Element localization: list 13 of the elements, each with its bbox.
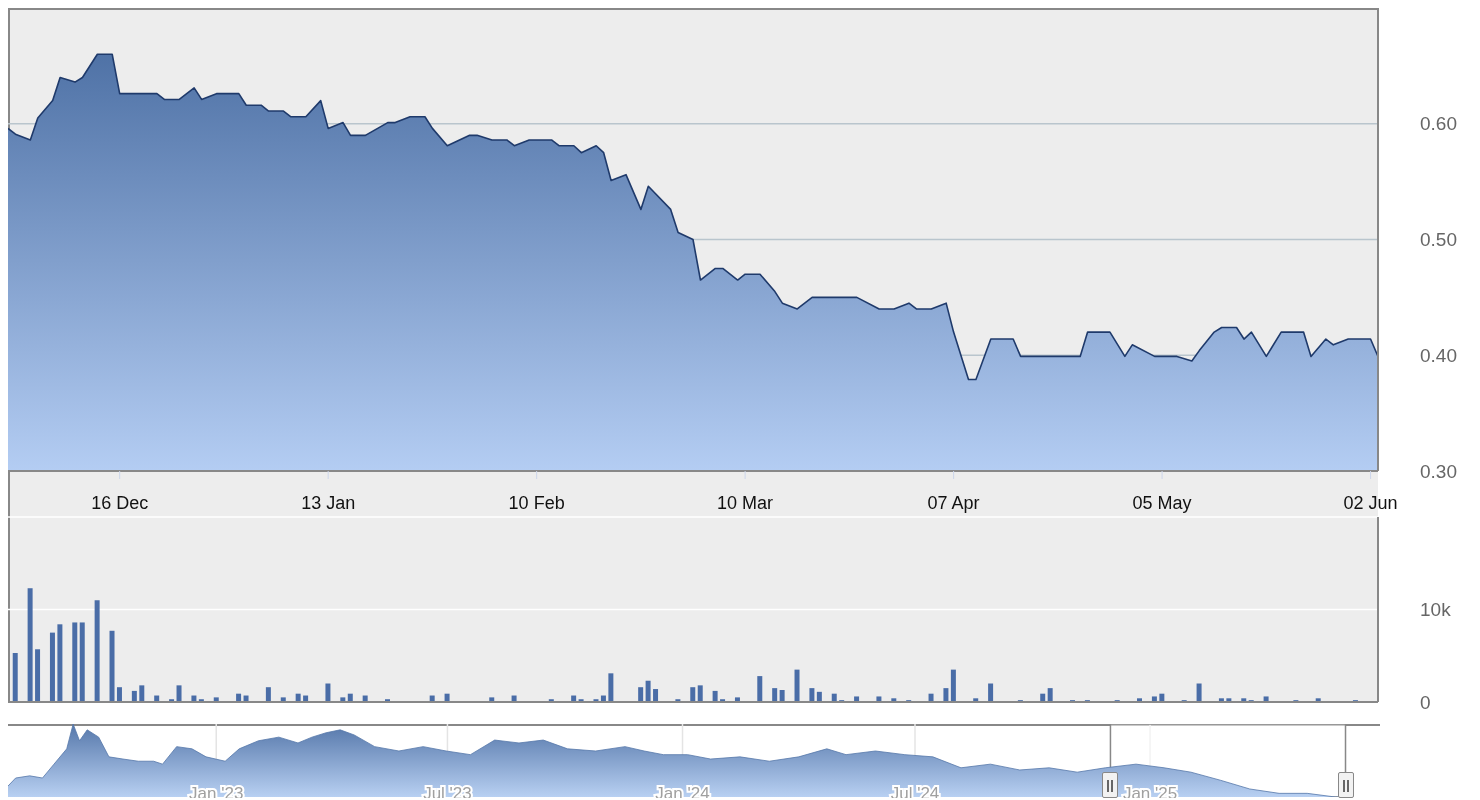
y-tick-label: 0.40 xyxy=(1420,344,1457,366)
y-tick-label: 0.60 xyxy=(1420,113,1457,135)
x-tick-label: 10 Feb xyxy=(508,493,565,513)
x-tick-label: 16 Dec xyxy=(91,493,149,513)
x-tick-label: 05 May xyxy=(1132,493,1192,513)
y-tick-label: 0.30 xyxy=(1420,460,1457,482)
x-tick-label: 13 Jan xyxy=(301,493,356,513)
y-tick-label: 0 xyxy=(1420,691,1431,713)
y-tick-label: 0.50 xyxy=(1420,229,1457,251)
x-tick-label: 07 Apr xyxy=(927,493,980,513)
x-tick-label: 10 Mar xyxy=(717,493,774,513)
x-tick-label: 02 Jun xyxy=(1343,493,1398,513)
y-tick-label: 10k xyxy=(1420,599,1452,621)
